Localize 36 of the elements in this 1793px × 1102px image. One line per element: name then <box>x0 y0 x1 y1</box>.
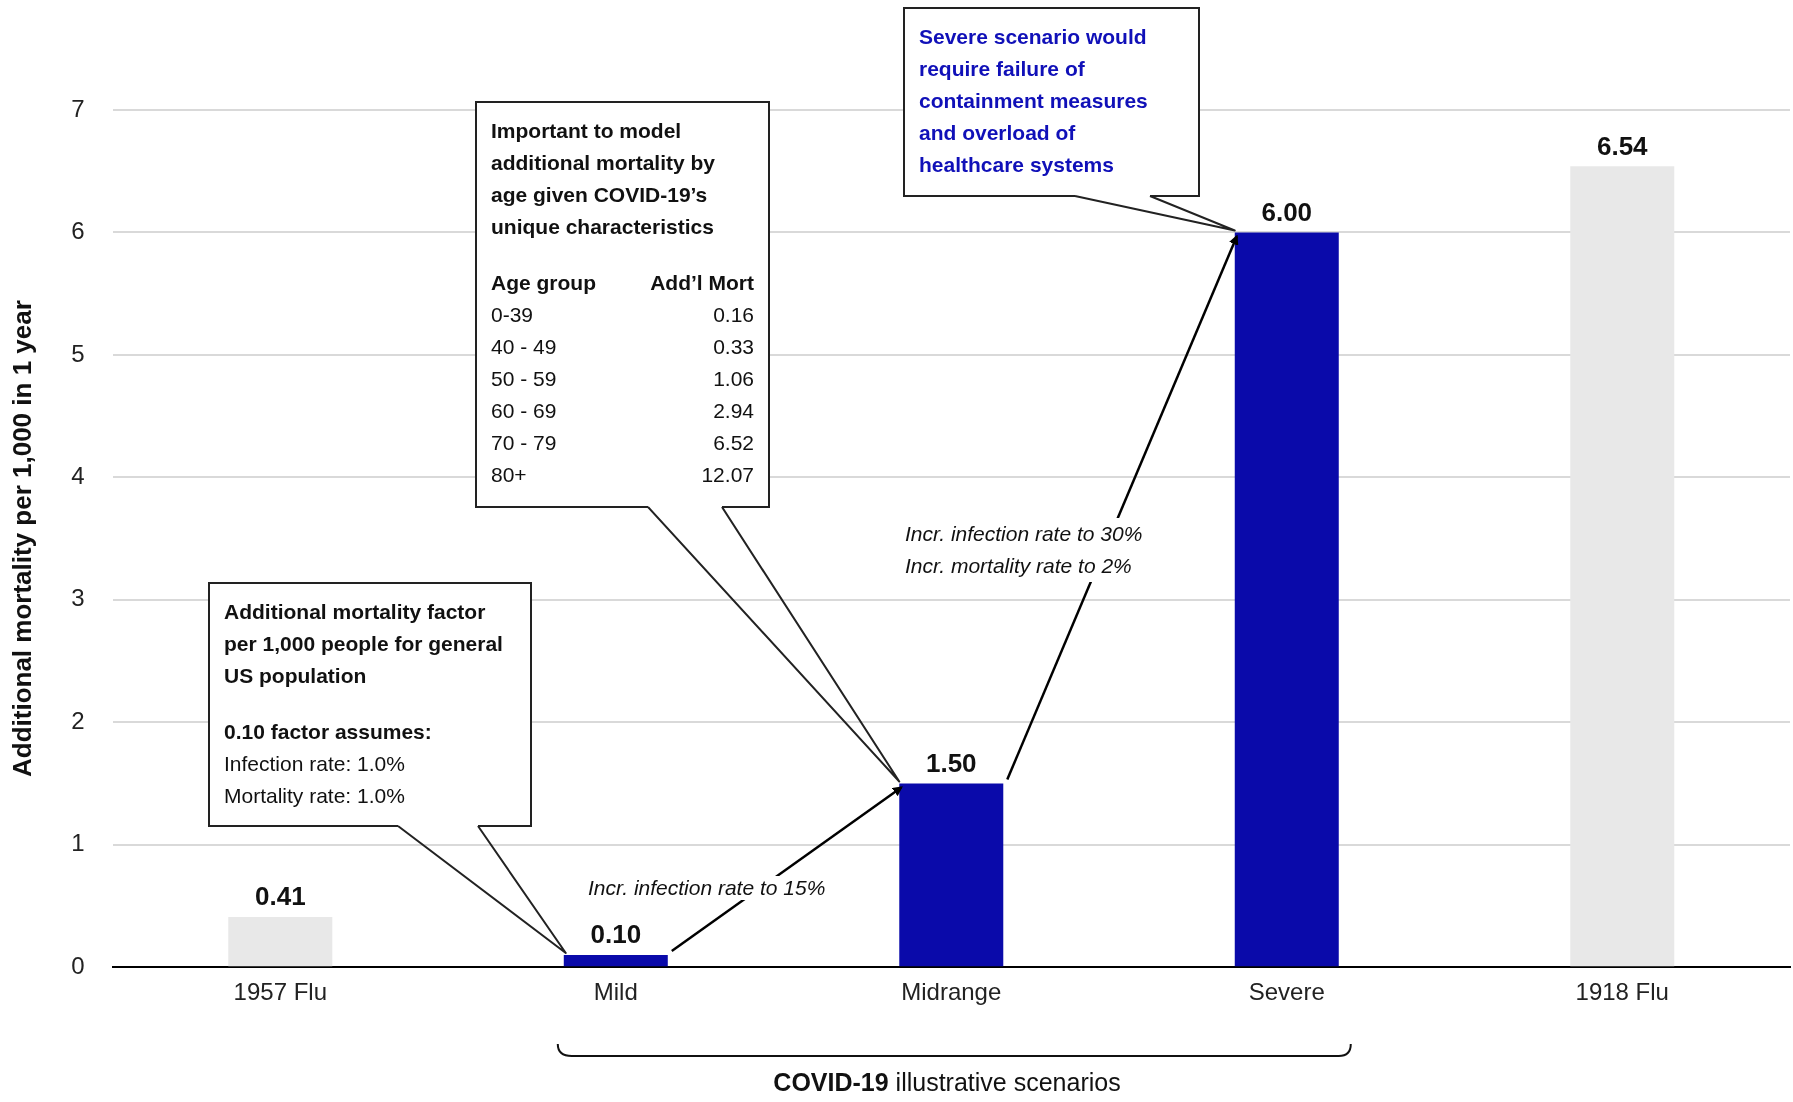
bar <box>1570 166 1675 967</box>
annotation: 0.10 factor assumes: <box>224 719 433 745</box>
y-tick-label: 6 <box>71 217 85 245</box>
y-tick-label: 1 <box>71 829 85 857</box>
x-tick-label: 1957 Flu <box>233 978 327 1006</box>
bar <box>1234 232 1339 967</box>
data-label: 1.50 <box>925 747 977 778</box>
annotation: Important to model additional mortality by age given COVID-19’s unique characteristics <box>491 118 717 240</box>
annotation: Incr. mortality rate to 2% <box>905 553 1133 579</box>
data-label: 6.00 <box>1261 196 1313 227</box>
data-label: 6.54 <box>1596 130 1649 161</box>
annotation: Infection rate: 1.0% <box>224 751 406 777</box>
annotation: Severe scenario would require failure of containment measures and overload of healthcare systems <box>919 24 1149 178</box>
x-tick-label: Mild <box>593 978 638 1006</box>
y-tick-label: 3 <box>71 584 85 612</box>
x-axis-title: COVID-19 illustrative scenarios <box>772 1068 1122 1097</box>
data-label: 0.41 <box>254 881 306 912</box>
x-tick-label: Severe <box>1248 978 1325 1006</box>
data-label: 0.10 <box>590 919 642 950</box>
callout-box: Important to model additional mortality by age given COVID-19’s unique characteristics Age group Add’l Mort 0-39 0.16 40 - 49 0.33 50 - 59 1.06 60 - 69 2.94 70 - 79 6.52 80+ 12.07 <box>475 101 770 508</box>
y-tick-label: 7 <box>71 94 85 122</box>
annotation: Additional mortality factor per 1,000 people for general US population <box>224 599 504 689</box>
y-tick-label: 0 <box>71 951 85 979</box>
bar <box>228 916 333 967</box>
annotation: Mortality rate: 1.0% <box>224 783 406 809</box>
x-tick-label: 1918 Flu <box>1575 978 1669 1006</box>
x-tick-label: Midrange <box>901 978 1002 1006</box>
y-tick-label: 2 <box>71 706 85 734</box>
annotation: Incr. infection rate to 30% <box>905 521 1143 547</box>
bar <box>563 954 668 967</box>
bar <box>899 783 1004 967</box>
y-axis-title: Additional mortality per 1,000 in 1 year <box>6 300 37 778</box>
callout-box: Severe scenario would require failure of containment measures and overload of healthcare systems <box>903 7 1200 197</box>
annotation: Incr. infection rate to 15% <box>588 876 826 900</box>
y-tick-label: 5 <box>71 339 85 367</box>
y-tick-label: 4 <box>71 462 85 489</box>
